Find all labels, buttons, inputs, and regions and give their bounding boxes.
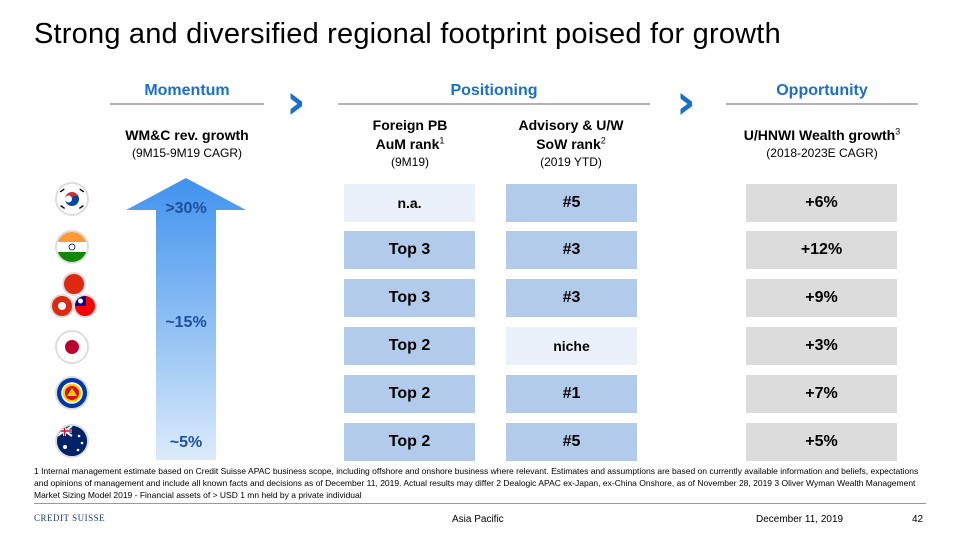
column-subtitle: (2019 YTD) bbox=[540, 155, 602, 169]
column-header-wmc: WM&C rev. growth (9M15-9M19 CAGR) bbox=[100, 126, 274, 161]
wealth-growth-cell: +5% bbox=[746, 423, 897, 461]
credit-suisse-logo: CREDIT SUISSE bbox=[34, 513, 106, 523]
taiwan-flag bbox=[73, 294, 97, 318]
chevron-right-icon: › bbox=[676, 74, 696, 130]
wealth-growth-cell: +12% bbox=[746, 231, 897, 269]
column-title: WM&C rev. growth bbox=[125, 127, 249, 143]
column-subtitle: (9M15-9M19 CAGR) bbox=[131, 146, 243, 160]
advisory-rank-cell: #5 bbox=[506, 423, 637, 461]
australia-flag bbox=[55, 424, 89, 458]
wealth-growth-cell: +7% bbox=[746, 375, 897, 413]
column-title: Advisory & U/W bbox=[518, 117, 624, 133]
pb-rank-cell: Top 2 bbox=[344, 423, 475, 461]
pb-rank-cell: Top 3 bbox=[344, 231, 475, 269]
momentum-mid-label: ~15% bbox=[165, 314, 207, 331]
section-divider bbox=[110, 103, 264, 105]
japan-flag bbox=[55, 330, 89, 364]
advisory-rank-cell: #5 bbox=[506, 184, 637, 222]
column-subtitle: (2018-2023E CAGR) bbox=[766, 146, 878, 160]
asean-flag bbox=[55, 376, 89, 410]
footnote-ref: 1 bbox=[439, 135, 445, 146]
column-title: U/HNWI Wealth growth bbox=[743, 127, 896, 143]
section-divider bbox=[338, 103, 650, 105]
footer-divider bbox=[34, 503, 926, 504]
column-title: SoW rank bbox=[536, 136, 601, 152]
hongkong-flag bbox=[50, 294, 74, 318]
footnote-ref: 3 bbox=[895, 126, 901, 137]
wealth-growth-cell: +3% bbox=[746, 327, 897, 365]
wealth-growth-cell: +6% bbox=[746, 184, 897, 222]
momentum-low-label: ~5% bbox=[169, 434, 203, 451]
section-positioning: Positioning bbox=[450, 82, 538, 99]
column-title: Foreign PB bbox=[372, 117, 448, 133]
momentum-high-label: >30% bbox=[165, 200, 207, 217]
column-subtitle: (9M19) bbox=[390, 155, 429, 169]
section-divider bbox=[726, 103, 918, 105]
momentum-arrow bbox=[126, 178, 246, 460]
column-header-pb: Foreign PB AuM rank1 (9M19) bbox=[344, 116, 476, 170]
footer-region: Asia Pacific bbox=[452, 514, 504, 525]
page-number: 42 bbox=[912, 514, 924, 525]
pb-rank-cell: Top 2 bbox=[344, 375, 475, 413]
advisory-rank-cell: niche bbox=[506, 327, 637, 365]
india-flag bbox=[55, 230, 89, 264]
advisory-rank-cell: #3 bbox=[506, 279, 637, 317]
section-opportunity: Opportunity bbox=[776, 82, 868, 99]
column-title: AuM rank bbox=[375, 136, 440, 152]
korea-flag bbox=[55, 182, 89, 216]
hongkong-flag bbox=[62, 272, 86, 296]
advisory-rank-cell: #3 bbox=[506, 231, 637, 269]
footnote-ref: 2 bbox=[600, 135, 606, 146]
chevron-right-icon: › bbox=[286, 74, 306, 130]
pb-rank-cell: Top 3 bbox=[344, 279, 475, 317]
column-header-adv: Advisory & U/W SoW rank2 (2019 YTD) bbox=[496, 116, 646, 170]
column-header-hnwi: U/HNWI Wealth growth3 (2018-2023E CAGR) bbox=[720, 126, 924, 161]
page-title: Strong and diversified regional footprin… bbox=[34, 18, 781, 50]
advisory-rank-cell: #1 bbox=[506, 375, 637, 413]
footnote-text: 1 Internal management estimate based on … bbox=[34, 466, 919, 500]
footer-date: December 11, 2019 bbox=[756, 514, 844, 525]
wealth-growth-cell: +9% bbox=[746, 279, 897, 317]
pb-rank-cell: Top 2 bbox=[344, 327, 475, 365]
pb-rank-cell: n.a. bbox=[344, 184, 475, 222]
section-momentum: Momentum bbox=[144, 82, 230, 99]
